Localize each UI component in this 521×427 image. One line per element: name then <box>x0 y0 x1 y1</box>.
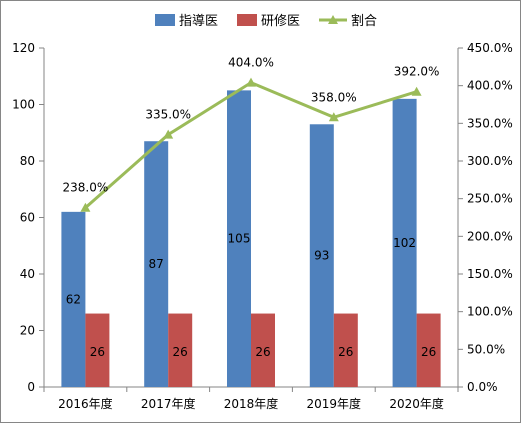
bar-label-kenshui: 26 <box>173 345 188 359</box>
y-right-tick-label: 250.0% <box>467 192 513 206</box>
bar-shidoi <box>392 98 417 387</box>
bar-kenshui <box>333 313 358 387</box>
ratio-label: 238.0% <box>63 181 109 195</box>
x-tick-label: 2016年度 <box>58 396 113 411</box>
bar-label-shidoi: 87 <box>149 257 164 271</box>
x-tick-label: 2017年度 <box>141 396 196 411</box>
bar-kenshui <box>85 313 110 387</box>
y-left-tick-label: 120 <box>12 41 35 55</box>
x-tick-label: 2020年度 <box>389 396 444 411</box>
y-left-tick-label: 60 <box>20 211 35 225</box>
legend-swatch-ratio-marker <box>328 15 338 24</box>
data-labels: 62 87 105 93 102 26 26 26 26 26 238.0% 335.0% 404.0%… <box>63 56 440 359</box>
ratio-marker <box>246 77 256 87</box>
legend-label-shidoi: 指導医 <box>179 14 218 29</box>
ratio-marker <box>411 86 422 96</box>
ratio-marker <box>163 129 174 139</box>
bar-label-shidoi: 62 <box>66 292 81 306</box>
bar-label-kenshui: 26 <box>90 345 105 359</box>
y-right-tick-label: 150.0% <box>467 267 513 281</box>
y-left-tick-label: 100 <box>12 98 35 112</box>
legend-label-kenshui: 研修医 <box>261 14 300 29</box>
bar-label-kenshui: 26 <box>255 345 270 359</box>
legend: 指導医 研修医 割合 <box>155 13 377 29</box>
bar-label-shidoi: 93 <box>314 249 329 263</box>
bar-shidoi <box>61 211 86 387</box>
y-left-tick-label: 80 <box>20 154 35 168</box>
y-left-tick-label: 40 <box>20 267 35 281</box>
y-right-tick-label: 0.0% <box>467 380 498 394</box>
bar-label-kenshui: 26 <box>338 345 353 359</box>
legend-label-ratio: 割合 <box>351 13 377 29</box>
ratio-marker <box>328 112 339 122</box>
y-right-tick-label: 350.0% <box>467 116 513 130</box>
y-right-tick-label: 450.0% <box>467 41 513 55</box>
bar-kenshui <box>416 313 441 387</box>
bar-shidoi <box>144 141 169 387</box>
y-right-tick-label: 100.0% <box>467 305 513 319</box>
y-right-tick-label: 200.0% <box>467 229 513 243</box>
legend-swatch-kenshui <box>237 14 257 26</box>
ratio-label: 404.0% <box>228 56 274 70</box>
ratio-label: 392.0% <box>394 65 440 79</box>
y-left-tick-label: 20 <box>20 324 35 338</box>
bar-kenshui <box>251 313 275 387</box>
x-tick-label: 2019年度 <box>307 396 362 411</box>
bar-shidoi <box>227 90 251 387</box>
ratio-label: 358.0% <box>311 90 357 104</box>
bar-shidoi <box>309 124 334 388</box>
ratio-marker <box>80 202 91 212</box>
y-left-tick-label: 0 <box>27 380 35 394</box>
ratio-line <box>80 77 422 212</box>
y-right-tick-label: 300.0% <box>467 154 513 168</box>
bar-label-shidoi: 105 <box>228 232 251 246</box>
bar-label-shidoi: 102 <box>393 236 416 250</box>
x-tick-label: 2018年度 <box>224 396 279 411</box>
bar-kenshui <box>168 313 193 387</box>
y-right-tick-label: 50.0% <box>467 342 505 356</box>
axes: 0 20 40 60 80 100 120 0.0% 50.0% 100.0% 150.0% 200.… <box>12 41 513 411</box>
y-right-tick-label: 400.0% <box>467 79 513 93</box>
legend-swatch-shidoi <box>155 14 175 26</box>
bars <box>61 90 441 388</box>
ratio-label: 335.0% <box>145 108 191 122</box>
bar-label-kenshui: 26 <box>421 345 436 359</box>
